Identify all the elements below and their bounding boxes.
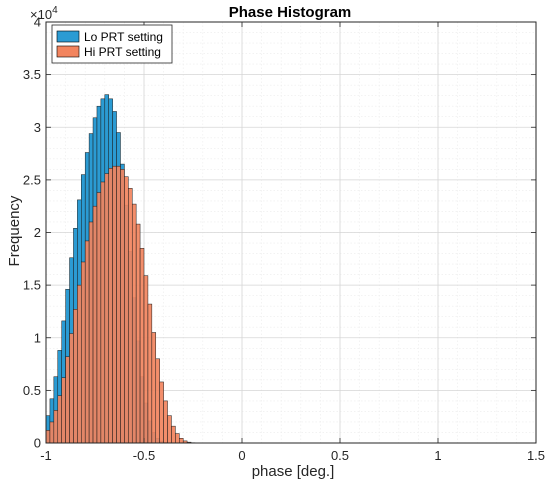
legend: Lo PRT setting Hi PRT setting xyxy=(52,25,172,63)
legend-swatch-hi-prt xyxy=(57,46,79,57)
histogram-bar xyxy=(93,206,97,443)
y-axis-label: Frequency xyxy=(6,195,23,266)
legend-swatch-lo-prt xyxy=(57,31,79,42)
histogram-bar xyxy=(70,334,74,443)
histogram-bar xyxy=(128,188,132,443)
legend-label-lo-prt: Lo PRT setting xyxy=(84,30,163,44)
histogram-bar xyxy=(58,396,62,443)
legend-label-hi-prt: Hi PRT setting xyxy=(84,45,161,59)
y-tick-label: 3 xyxy=(34,120,41,135)
histogram-bar xyxy=(113,166,117,443)
histogram-bar xyxy=(148,304,152,443)
histogram-bar xyxy=(124,177,128,443)
histogram-bar xyxy=(152,332,156,443)
histogram-bar xyxy=(144,276,148,443)
x-tick-label: -0.5 xyxy=(133,448,155,463)
x-tick-label: 1.5 xyxy=(527,448,545,463)
y-tick-label: 1 xyxy=(34,330,41,345)
histogram-bar xyxy=(140,248,144,443)
histogram-bar xyxy=(117,166,121,443)
histogram-bar xyxy=(77,285,81,443)
histogram-bar xyxy=(73,309,77,443)
y-tick-label: 0.5 xyxy=(23,383,41,398)
histogram-bar xyxy=(109,168,113,443)
histogram-bar xyxy=(132,204,136,443)
histogram-bar xyxy=(97,193,101,443)
y-tick-label: 0 xyxy=(34,436,41,451)
histogram-bar xyxy=(89,222,93,443)
histogram-bar xyxy=(136,224,140,443)
histogram-bar xyxy=(46,430,50,443)
x-tick-label: 1 xyxy=(434,448,441,463)
histogram-bar xyxy=(105,174,109,443)
histogram-bar xyxy=(50,422,54,443)
histogram-bar xyxy=(101,182,105,443)
histogram-bar xyxy=(66,357,70,443)
y-tick-label: 2 xyxy=(34,225,41,240)
x-axis-label: phase [deg.] xyxy=(252,463,335,480)
histogram-bar xyxy=(160,382,164,443)
chart-title: Phase Histogram xyxy=(229,4,352,21)
x-tick-label: -1 xyxy=(40,448,52,463)
histogram-bar xyxy=(171,426,175,443)
x-tick-label: 0 xyxy=(238,448,245,463)
histogram-bar xyxy=(62,378,66,443)
histogram-bar xyxy=(120,169,124,443)
histogram-bar xyxy=(54,410,58,443)
histogram-bar xyxy=(179,438,183,443)
histogram-bar xyxy=(156,359,160,443)
histogram-bar xyxy=(168,416,172,443)
x-tick-label: 0.5 xyxy=(331,448,349,463)
y-tick-label: 3.5 xyxy=(23,67,41,82)
histogram-bar xyxy=(164,401,168,443)
y-tick-label: 1.5 xyxy=(23,278,41,293)
histogram-bar xyxy=(81,262,85,443)
histogram-bar xyxy=(85,241,89,443)
y-tick-label: 2.5 xyxy=(23,172,41,187)
histogram-bar xyxy=(175,434,179,443)
